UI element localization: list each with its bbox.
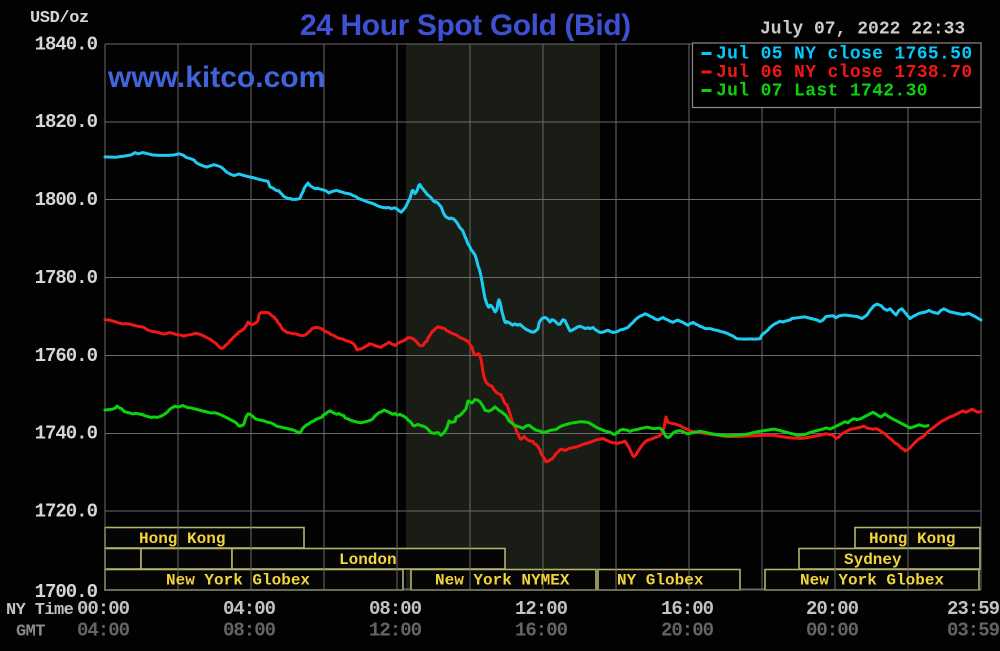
svg-text:1720.0: 1720.0 [35,501,98,523]
svg-text:1780.0: 1780.0 [35,267,98,289]
svg-text:Jul 07 Last 1742.30: Jul 07 Last 1742.30 [716,82,928,102]
svg-text:20:00: 20:00 [806,598,859,620]
svg-text:12:00: 12:00 [369,620,422,642]
svg-text:New York Globex: New York Globex [166,572,310,590]
svg-text:July 07, 2022 22:33: July 07, 2022 22:33 [760,20,965,40]
svg-text:Jul 05 NY close 1765.50: Jul 05 NY close 1765.50 [716,45,973,65]
svg-text:1760.0: 1760.0 [35,345,98,367]
svg-text:www.kitco.com: www.kitco.com [107,61,325,94]
svg-text:Hong Kong: Hong Kong [139,530,225,548]
svg-text:23:59: 23:59 [947,598,1000,620]
svg-text:16:00: 16:00 [515,620,568,642]
svg-text:20:00: 20:00 [661,620,714,642]
svg-text:00:00: 00:00 [77,598,130,620]
svg-text:00:00: 00:00 [806,620,859,642]
svg-text:1840.0: 1840.0 [35,33,98,55]
svg-text:1800.0: 1800.0 [35,189,98,211]
svg-text:Jul 06 NY close 1738.70: Jul 06 NY close 1738.70 [716,63,973,83]
svg-text:03:59: 03:59 [947,620,1000,642]
svg-text:08:00: 08:00 [223,620,276,642]
svg-text:16:00: 16:00 [661,598,714,620]
svg-text:Sydney: Sydney [844,551,902,569]
svg-text:08:00: 08:00 [369,598,422,620]
svg-text:1700.0: 1700.0 [35,581,98,603]
svg-text:1820.0: 1820.0 [35,111,98,133]
svg-text:Hong Kong: Hong Kong [869,530,955,548]
svg-text:New York Globex: New York Globex [800,572,944,590]
svg-text:04:00: 04:00 [223,598,276,620]
svg-text:London: London [339,551,397,569]
svg-text:24 Hour Spot Gold (Bid): 24 Hour Spot Gold (Bid) [300,9,631,42]
svg-text:NY Globex: NY Globex [617,572,704,590]
svg-text:12:00: 12:00 [515,598,568,620]
svg-text:USD/oz: USD/oz [30,9,89,28]
svg-text:New York NYMEX: New York NYMEX [435,572,570,590]
svg-text:GMT: GMT [16,623,45,642]
svg-text:NY Time: NY Time [6,601,74,620]
svg-text:04:00: 04:00 [77,620,130,642]
svg-text:1740.0: 1740.0 [35,423,98,445]
